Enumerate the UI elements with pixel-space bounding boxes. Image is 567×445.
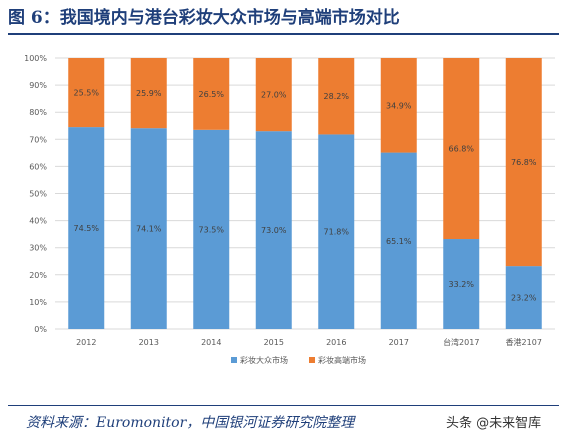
data-label: 71.8% [324,228,350,237]
data-label: 33.2% [449,280,475,289]
legend-swatch-premium [309,357,315,363]
bar-premium-market [380,58,417,153]
bar-premium-market [68,58,105,128]
x-tick-label: 2016 [326,338,346,347]
data-label: 74.5% [74,224,100,233]
data-label: 26.5% [199,90,225,99]
data-label: 66.8% [449,145,475,154]
data-label: 27.0% [261,91,287,100]
bar-premium-market [318,58,355,135]
x-tick-label: 2013 [139,338,159,347]
bar-premium-market [505,58,542,267]
bar-mass-market [193,129,230,329]
chart-title: 图 6：我国境内与港台彩妆大众市场与高端市场对比 [8,8,400,28]
y-tick-label: 0% [34,325,47,334]
stacked-bar-chart: 0% 10% 20% 30% 40% 50% 60% 70% 80% 90% 100% 74.5% 25… [24,54,555,365]
legend-label: 彩妆大众市场 [240,355,288,365]
bar-mass-market [318,134,355,329]
bar-mass-market [130,128,167,329]
y-tick-label: 50% [29,190,47,199]
x-tick-label: 2014 [201,338,221,347]
y-tick-label: 70% [29,135,47,144]
bar-premium-market [443,58,480,240]
data-label: 25.9% [136,89,162,98]
bar-mass-market [505,266,542,329]
footer-divider [8,405,559,406]
x-tick-label: 香港2107 [506,337,542,347]
legend-swatch-mass [231,357,237,363]
data-label: 65.1% [386,237,412,246]
bar-premium-market [193,58,230,130]
y-tick-label: 20% [29,271,47,280]
y-tick-label: 90% [29,81,47,90]
title-divider [8,33,559,35]
y-tick-label: 10% [29,298,47,307]
data-label: 74.1% [136,225,162,234]
x-tick-label: 2012 [76,338,96,347]
data-label: 25.5% [74,89,100,98]
data-label: 73.0% [261,226,287,235]
bar-premium-market [130,58,167,129]
y-tick-label: 100% [24,54,47,63]
y-tick-label: 30% [29,244,47,253]
watermark: 头条 @未来智库 [446,416,542,431]
y-tick-label: 80% [29,108,47,117]
data-label: 76.8% [511,158,537,167]
data-label: 73.5% [199,225,225,234]
x-tick-label: 2017 [389,338,409,347]
bar-mass-market [255,131,292,329]
x-tick-label: 2015 [264,338,284,347]
bar-premium-market [255,58,292,132]
source-note: 资料来源：Euromonitor，中国银河证券研究院整理 [26,415,355,431]
data-label: 28.2% [324,92,350,101]
x-tick-label: 台湾2017 [443,337,479,347]
y-tick-label: 40% [29,217,47,226]
bar-mass-market [380,152,417,329]
bar-mass-market [68,127,105,329]
y-tick-label: 60% [29,162,47,171]
data-label: 34.9% [386,101,412,110]
legend-label: 彩妆高端市场 [318,355,366,365]
bar-mass-market [443,239,480,329]
data-label: 23.2% [511,294,537,303]
